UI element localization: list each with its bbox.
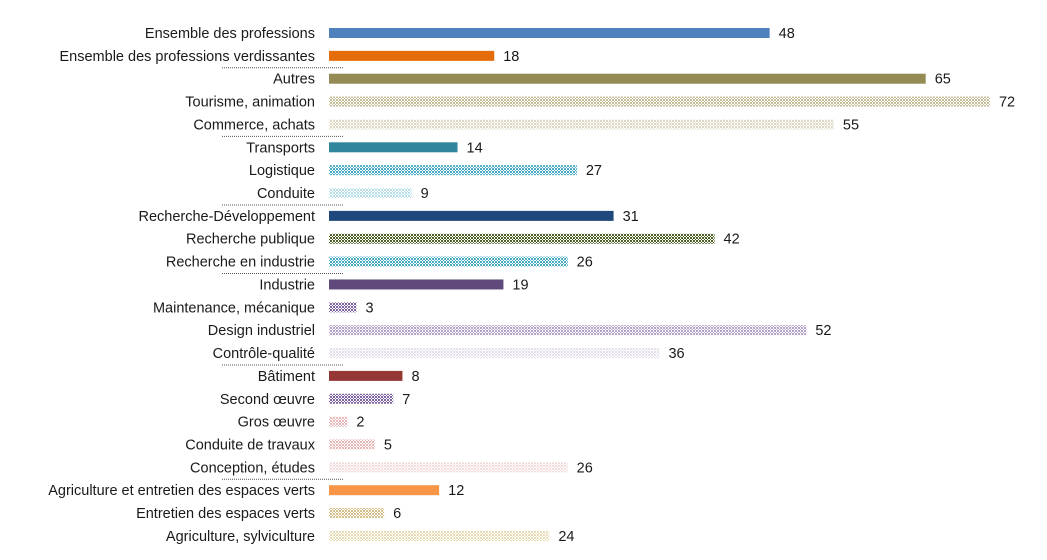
value-label: 27 — [586, 163, 602, 179]
value-label: 5 — [384, 437, 392, 453]
bar — [329, 279, 504, 290]
bar — [329, 462, 568, 473]
category-label: Entretien des espaces verts — [136, 506, 315, 522]
category-label: Ensemble des professions verdissantes — [60, 49, 316, 65]
category-label: Logistique — [249, 163, 315, 179]
value-label: 7 — [402, 392, 410, 408]
bar — [329, 73, 926, 84]
category-label: Bâtiment — [258, 369, 315, 385]
value-label: 9 — [421, 186, 429, 202]
value-label: 36 — [668, 346, 684, 362]
bar — [329, 188, 412, 199]
value-label: 26 — [577, 255, 593, 271]
bar — [329, 416, 348, 427]
category-label: Commerce, achats — [193, 117, 315, 133]
value-label: 26 — [577, 460, 593, 476]
bar — [329, 508, 385, 519]
bar — [329, 233, 715, 244]
category-label: Agriculture, sylviculture — [166, 529, 315, 545]
bar — [329, 256, 568, 267]
value-label: 55 — [843, 117, 859, 133]
bar — [329, 165, 577, 176]
bar — [329, 142, 458, 153]
bars-layer: Ensemble des professions 48 Ensemble des p… — [48, 26, 1015, 545]
bar — [329, 50, 495, 61]
value-label: 6 — [393, 506, 401, 522]
value-label: 14 — [467, 140, 483, 156]
bar — [329, 485, 440, 496]
category-label: Recherche publique — [186, 232, 315, 248]
category-label: Design industriel — [208, 323, 315, 339]
value-label: 3 — [366, 300, 374, 316]
value-label: 52 — [815, 323, 831, 339]
bar — [329, 348, 660, 359]
value-label: 48 — [779, 26, 795, 42]
category-label: Tourisme, animation — [185, 95, 315, 111]
value-label: 24 — [558, 529, 574, 545]
value-label: 31 — [623, 209, 639, 225]
value-label: 65 — [935, 72, 951, 88]
bar — [329, 302, 357, 313]
category-label: Industrie — [259, 277, 315, 293]
category-label: Conception, études — [190, 460, 315, 476]
category-label: Maintenance, mécanique — [153, 300, 315, 316]
bar — [329, 28, 770, 38]
value-label: 18 — [503, 49, 519, 65]
value-label: 2 — [356, 415, 364, 431]
category-label: Second œuvre — [220, 392, 315, 408]
category-label: Agriculture et entretien des espaces ver… — [48, 483, 315, 499]
bar — [329, 530, 550, 541]
value-label: 8 — [411, 369, 419, 385]
value-label: 72 — [999, 95, 1015, 111]
value-label: 42 — [724, 232, 740, 248]
category-label: Conduite de travaux — [185, 437, 316, 453]
bar — [329, 96, 990, 107]
category-label: Contrôle-qualité — [213, 346, 315, 362]
category-label: Autres — [273, 72, 315, 88]
bar — [329, 370, 403, 381]
value-label: 12 — [448, 483, 464, 499]
category-label: Recherche-Développement — [138, 209, 315, 225]
bar — [329, 393, 394, 404]
value-label: 19 — [512, 277, 528, 293]
bar — [329, 325, 807, 336]
bar — [329, 210, 614, 221]
bar — [329, 439, 375, 450]
category-label: Recherche en industrie — [166, 255, 315, 271]
category-label: Ensemble des professions — [145, 26, 315, 42]
category-label: Transports — [246, 140, 315, 156]
category-label: Gros œuvre — [238, 415, 315, 431]
bar — [329, 119, 834, 130]
category-label: Conduite — [257, 186, 315, 202]
